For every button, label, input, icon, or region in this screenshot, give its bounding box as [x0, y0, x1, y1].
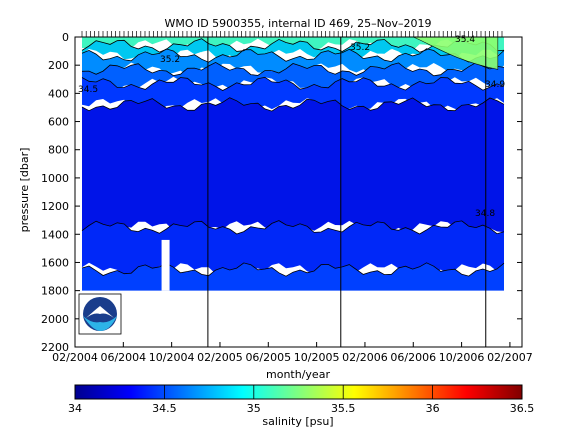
x-tick-label: 02/2007 [487, 351, 533, 364]
salinity-layer [82, 77, 504, 112]
contour-label: 35.4 [455, 35, 475, 45]
high-salinity-patch [413, 36, 499, 70]
contour-line [81, 220, 505, 235]
contour-label: 34.8 [475, 209, 495, 219]
colorbar-tick-label: 34.5 [152, 402, 177, 415]
colorbar-label: salinity [psu] [262, 415, 333, 428]
colorbar-tick-label: 35.5 [331, 402, 356, 415]
colorbar-tick-label: 36 [426, 402, 440, 415]
y-tick-label: 200 [48, 59, 69, 72]
y-tick-label: 600 [48, 116, 69, 129]
y-tick-label: 1200 [41, 200, 69, 213]
logo-wave [83, 316, 117, 331]
x-tick-label: 02/2004 [52, 351, 98, 364]
colorbar-tick-label: 35 [247, 402, 261, 415]
y-tick-label: 1400 [41, 228, 69, 241]
y-tick-label: 2200 [41, 341, 69, 354]
contour-line [81, 48, 505, 63]
x-tick-label: 06/2005 [245, 351, 291, 364]
chart-title: WMO ID 5900355, internal ID 469, 25–Nov–… [164, 17, 431, 30]
salinity-layer [82, 262, 504, 291]
logo-bird [86, 306, 114, 318]
salinity-layer [82, 220, 504, 277]
contour-label: 34.5 [78, 85, 98, 95]
colorbar: 34 34.5 35 35.5 36 36.5 [68, 384, 535, 415]
y-axis-title: pressure [dbar] [18, 148, 31, 233]
salinity-layer [82, 38, 504, 63]
x-tick-label: 10/2005 [294, 351, 340, 364]
contour-label: 35.2 [160, 55, 180, 65]
y-tick-label: 0 [62, 31, 69, 44]
contour-label: 34.9 [485, 80, 505, 90]
y-tick-label: 1800 [41, 285, 69, 298]
x-tick-label: 06/2004 [100, 351, 146, 364]
contour-line [81, 76, 505, 91]
colorbar-scale [74, 384, 523, 400]
contour-line [81, 97, 505, 112]
y-tick-label: 800 [48, 144, 69, 157]
salinity-layer [82, 97, 504, 235]
y-tick-label: 2000 [41, 313, 69, 326]
plot-frame [74, 36, 523, 348]
x-tick-label: 06/2006 [390, 351, 436, 364]
x-tick-label: 10/2006 [439, 351, 485, 364]
x-tick-label: 02/2006 [342, 351, 388, 364]
y-tick-label: 400 [48, 87, 69, 100]
y-tick-label: 1600 [41, 256, 69, 269]
x-axis-title: month/year [266, 368, 330, 381]
noaa-logo [78, 293, 122, 335]
colorbar-tick-label: 36.5 [510, 402, 535, 415]
colorbar-tick-label: 34 [68, 402, 82, 415]
x-tick-label: 10/2004 [149, 351, 195, 364]
plot-area: 35.2 34.9 34.5 35.4 34.8 35.2 0 200 400 600 800 100… [41, 31, 533, 364]
x-tick-label: 02/2005 [197, 351, 243, 364]
contour-line [81, 61, 505, 77]
contour-label: 35.2 [350, 43, 370, 53]
contour-line [81, 262, 505, 277]
data-gap [161, 239, 170, 291]
y-tick-label: 1000 [41, 172, 69, 185]
